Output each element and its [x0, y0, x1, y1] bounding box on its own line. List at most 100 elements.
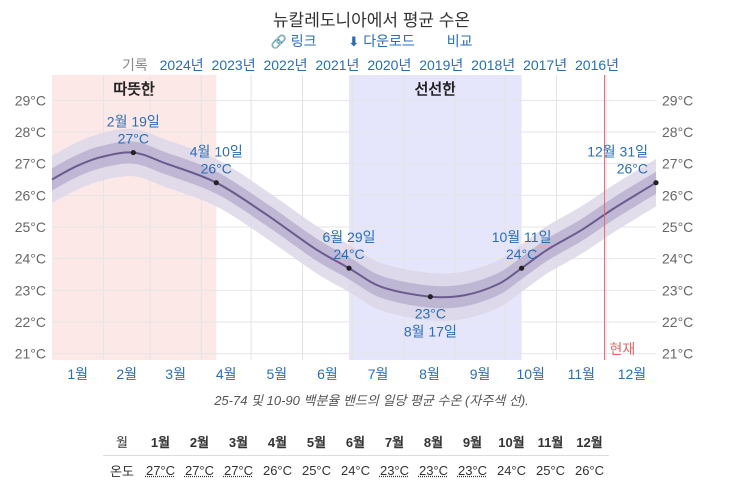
- x-tick-label: 7월: [368, 366, 389, 382]
- page-title: 뉴칼레도니아에서 평균 수온: [272, 11, 471, 30]
- compare-label: 비교: [446, 33, 473, 49]
- compare-button[interactable]: 비교: [447, 31, 473, 51]
- x-tick-label: 3월: [165, 366, 186, 382]
- download-label: 다운로드: [363, 33, 415, 49]
- year-link[interactable]: 2022년: [263, 57, 308, 73]
- x-tick-label: 5월: [267, 366, 288, 382]
- temp-value: 26°C: [574, 463, 605, 478]
- x-tick-label: 12월: [618, 366, 646, 382]
- temp-cell: 26°C: [570, 455, 609, 485]
- month-cell: 11월: [537, 435, 564, 450]
- x-tick-label: 8월: [419, 366, 440, 382]
- water-temperature-chart: 따뜻한 선선한 21°C 21°C 22°C 22°C 23°C 23°C 24°C 24°C 25…: [15, 75, 693, 382]
- y-tick-label-right: 24°C: [662, 251, 693, 267]
- month-cell: 10월: [498, 435, 525, 450]
- temp-value: 25°C: [535, 463, 566, 478]
- y-tick-label-left: 25°C: [15, 219, 46, 235]
- y-tick-label-right: 23°C: [662, 282, 693, 298]
- annotation-point: [130, 149, 136, 156]
- temp-cell: 26°C: [258, 455, 297, 485]
- x-tick-label: 10월: [516, 366, 544, 382]
- temp-cell: 23°C: [414, 455, 453, 485]
- y-tick-label-right: 26°C: [662, 187, 693, 203]
- now-label: 현재: [610, 341, 636, 357]
- annotation-value: 27°C: [118, 131, 149, 147]
- y-tick-label-right: 27°C: [662, 156, 693, 172]
- chart-caption: 25-74 및 10-90 백분율 밴드의 일당 평균 수온 (자주색 선).: [214, 393, 529, 408]
- annotation-date: 12월 31일: [587, 144, 648, 160]
- x-tick-label: 4월: [216, 366, 237, 382]
- month-header: 월: [116, 435, 128, 450]
- band-25-75: [52, 141, 656, 309]
- annotation-date: 8월 17일: [404, 324, 457, 340]
- annotation-point: [213, 180, 219, 186]
- annotation-value: 26°C: [617, 161, 648, 177]
- x-tick-label: 9월: [470, 366, 491, 382]
- y-tick-label-left: 22°C: [15, 314, 46, 330]
- annotation-date: 6월 29일: [323, 229, 376, 245]
- action-links: 🔗 링크 ⬇ 다운로드 비교: [0, 31, 743, 51]
- temp-value: 26°C: [262, 463, 293, 478]
- annotation-point: [518, 265, 525, 271]
- annotation-value: 24°C: [333, 246, 364, 262]
- annotation-point: [427, 294, 433, 300]
- temp-cell: 24°C: [336, 455, 375, 485]
- y-tick-label-left: 29°C: [15, 92, 46, 108]
- temp-cell: 27°C: [219, 455, 258, 485]
- y-tick-label-left: 24°C: [15, 251, 46, 267]
- temp-row: 온도 27°C 27°C 27°C 26°C 25°C 24°C 23°C 23…: [103, 455, 609, 485]
- year-link[interactable]: 2020년: [367, 57, 412, 73]
- annotation-point: [653, 180, 659, 186]
- temp-header: 온도: [103, 455, 141, 485]
- season-range: [52, 75, 217, 360]
- month-cell: 4월: [267, 435, 288, 450]
- annotation-date: 2월 19일: [107, 114, 160, 130]
- year-link[interactable]: 2019년: [419, 57, 464, 73]
- annotation-value: 23°C: [415, 306, 446, 322]
- temp-value: 27°C: [184, 463, 215, 478]
- temp-cell: 23°C: [453, 455, 492, 485]
- month-cell: 7월: [384, 435, 405, 450]
- x-tick-label: 6월: [317, 366, 338, 382]
- temp-cell: 23°C: [375, 455, 414, 485]
- month-cell: 9월: [462, 435, 483, 450]
- temp-value: 23°C: [457, 463, 488, 478]
- season-label: 선선한: [415, 81, 457, 98]
- history-years: 기록 2024년 2023년 2022년 2021년 2020년 2019년 2…: [0, 55, 743, 75]
- year-link[interactable]: 2023년: [211, 57, 256, 73]
- year-link[interactable]: 2018년: [471, 57, 516, 73]
- temp-value: 23°C: [418, 463, 449, 478]
- link-button[interactable]: 🔗 링크: [271, 31, 317, 51]
- link-icon: 🔗: [270, 34, 287, 49]
- temp-cell: 27°C: [141, 455, 180, 485]
- temp-value: 27°C: [145, 463, 176, 478]
- annotation-point: [346, 265, 352, 271]
- temp-value: 24°C: [340, 463, 371, 478]
- year-link[interactable]: 2021년: [315, 57, 360, 73]
- history-label: 기록: [121, 57, 148, 73]
- x-tick-label: 1월: [67, 366, 88, 382]
- temp-value: 24°C: [496, 463, 527, 478]
- temp-cell: 27°C: [180, 455, 219, 485]
- month-cell: 8월: [423, 435, 444, 450]
- year-link[interactable]: 2024년: [159, 57, 204, 73]
- month-cell: 12월: [576, 435, 603, 450]
- y-tick-label-right: 21°C: [662, 346, 693, 362]
- y-tick-label-right: 29°C: [662, 92, 693, 108]
- y-tick-label-right: 25°C: [662, 219, 693, 235]
- month-row: 월 1월 2월 3월 4월 5월 6월 7월 8월 9월 10월 11월 12월: [103, 428, 609, 456]
- annotation-date: 4월 10일: [190, 144, 243, 160]
- month-cell: 6월: [345, 435, 366, 450]
- temp-cell: 25°C: [297, 455, 336, 485]
- monthly-temperature-table: 월 1월 2월 3월 4월 5월 6월 7월 8월 9월 10월 11월 12월…: [103, 428, 609, 485]
- year-link[interactable]: 2017년: [523, 57, 568, 73]
- y-tick-label-left: 27°C: [15, 156, 46, 172]
- month-cell: 5월: [306, 435, 327, 450]
- link-label: 링크: [290, 33, 317, 49]
- annotation-value: 24°C: [506, 246, 537, 262]
- download-button[interactable]: ⬇ 다운로드: [348, 31, 414, 51]
- year-link[interactable]: 2016년: [575, 57, 620, 73]
- x-tick-label: 11월: [568, 366, 595, 382]
- month-cell: 2월: [189, 435, 210, 450]
- temp-cell: 24°C: [492, 455, 531, 485]
